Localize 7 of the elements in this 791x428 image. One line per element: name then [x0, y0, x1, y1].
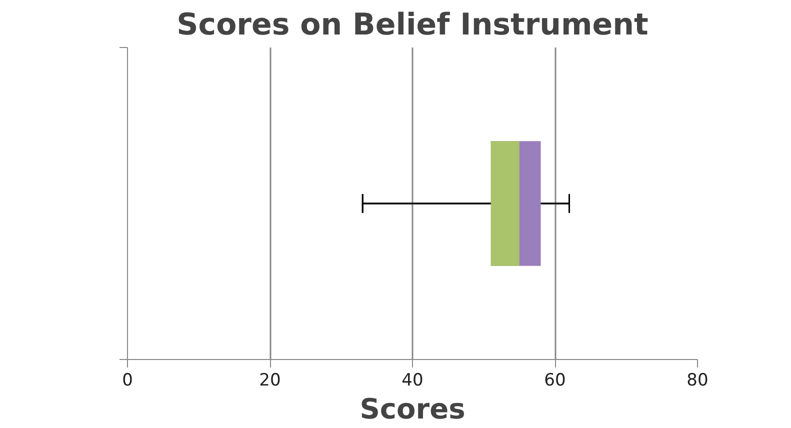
x-axis-title: Scores — [360, 392, 466, 426]
x-tick-label: 80 — [686, 370, 708, 390]
x-tick-label: 20 — [259, 370, 281, 390]
x-tick-label: 0 — [122, 370, 133, 390]
x-tick-label: 40 — [402, 370, 424, 390]
x-tick-label: 60 — [544, 370, 566, 390]
chart-title: Scores on Belief Instrument — [176, 8, 648, 42]
